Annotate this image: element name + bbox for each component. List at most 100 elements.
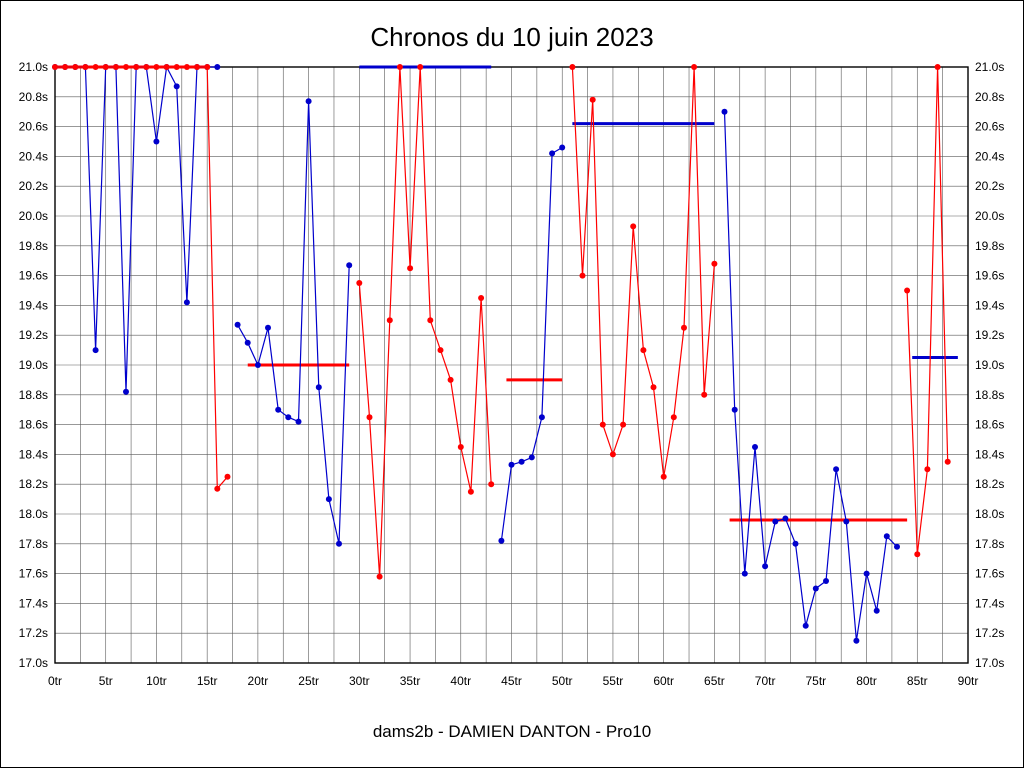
lap-point [478,295,485,301]
chart-title: Chronos du 10 juin 2023 [370,22,654,52]
lap-point [366,414,373,421]
lap-point [772,518,779,525]
lap-point [498,537,505,544]
lap-point [630,223,637,230]
y-tick-label-right: 17.8s [975,537,1004,551]
x-tick-label: 90tr [958,674,979,688]
lap-point [609,451,616,458]
lap-point [214,64,221,70]
lap-point [183,299,190,306]
x-tick-label: 60tr [653,674,674,688]
y-tick-label-right: 17.4s [975,596,1004,610]
lap-point [356,280,363,286]
x-tick-label: 85tr [907,674,928,688]
series-blue [52,64,900,644]
y-tick-label-right: 18.6s [975,418,1004,432]
y-tick-label-left: 18.0s [19,507,48,521]
lap-point [731,406,738,413]
y-tick-label-right: 17.0s [975,656,1004,670]
lap-point [194,64,200,70]
lap-point [681,324,687,331]
lap-point [508,461,515,468]
lap-point [467,488,474,495]
lap-point [833,466,840,473]
y-tick-label-left: 18.4s [19,447,48,461]
y-tick-label-right: 19.4s [975,298,1004,312]
gridlines [54,66,969,664]
x-tick-label: 10tr [146,674,167,688]
lap-point [569,64,576,70]
lap-point [173,64,180,70]
lap-point [670,414,677,421]
y-tick-label-left: 19.8s [19,239,48,253]
y-tick-label-right: 17.2s [975,626,1004,640]
lap-point [823,578,829,584]
lap-point [640,347,647,354]
lap-point [904,287,911,294]
lap-point [163,64,170,70]
x-tick-label: 20tr [248,674,269,688]
lap-point [559,144,566,151]
lap-point [650,384,657,391]
segment-average-lines [55,65,958,522]
lap-line [237,101,350,544]
lap-point [782,515,789,522]
lap-point [265,324,271,331]
y-tick-label-left: 20.8s [19,90,48,104]
lap-point [386,317,393,324]
lap-point [691,64,698,70]
lap-point [325,496,332,503]
y-tick-label-right: 19.8s [975,239,1004,253]
lap-point [376,573,383,580]
y-tick-label-left: 17.2s [19,626,48,640]
lap-point [72,64,79,70]
lap-point [538,414,545,421]
lap-point [792,540,799,547]
y-tick-label-left: 17.8s [19,537,48,551]
lap-point [112,64,119,70]
lap-line [723,111,898,641]
lap-line [906,66,949,555]
lap-point [275,406,282,413]
y-tick-label-right: 21.0s [975,60,1004,74]
lap-point [873,607,880,614]
x-tick-label: 35tr [400,674,421,688]
lap-point [224,473,231,480]
lap-point [133,64,140,70]
lap-point [204,64,211,70]
lap-point [934,64,941,70]
series-red [52,64,951,580]
lap-point [579,272,586,279]
y-tick-label-left: 18.2s [19,477,48,491]
lap-point [153,64,160,70]
lap-point [336,540,342,547]
y-tick-label-left: 17.6s [19,567,48,581]
lap-point [285,414,292,421]
lap-point [752,444,758,450]
lap-point [82,64,89,70]
lap-point [721,108,728,115]
x-tick-label: 80tr [856,674,877,688]
y-tick-label-left: 21.0s [19,60,48,74]
x-tick-label: 45tr [501,674,522,688]
y-tick-label-right: 17.6s [975,567,1004,581]
y-tick-label-left: 20.0s [19,209,48,223]
lap-point [447,376,454,383]
lap-point [701,391,708,398]
y-tick-label-left: 20.2s [19,179,48,193]
lap-point [457,444,464,450]
y-tick-label-left: 19.0s [19,358,48,372]
y-tick-label-right: 20.2s [975,179,1004,193]
x-tick-label: 75tr [805,674,826,688]
lap-point [92,347,99,354]
y-tick-label-left: 19.6s [19,269,48,283]
plot-frame [54,66,969,664]
lap-point [346,262,353,269]
lap-line [55,66,228,491]
lap-point [924,466,931,473]
lap-point [62,64,69,70]
lap-point [599,421,606,428]
lap-line [500,146,563,541]
lap-point [123,64,129,70]
x-tick-label: 50tr [552,674,573,688]
